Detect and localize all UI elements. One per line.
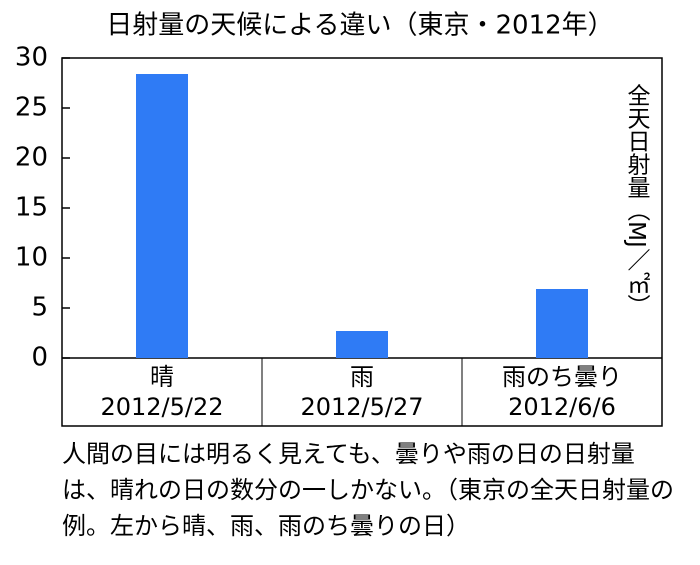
y-axis-label: 全天日射量（MJ／㎡）	[623, 83, 651, 317]
bar	[336, 331, 388, 358]
y-tick-label: 25	[15, 93, 48, 123]
y-tick-label: 10	[15, 243, 48, 273]
bar	[536, 289, 588, 358]
caption: 人間の目には明るく見えても、曇りや雨の日の日射量は、晴れの日の数分の一しかない。…	[62, 440, 674, 540]
x-tick-label: 雨のち曇り	[502, 363, 622, 391]
x-tick-label: 雨	[350, 363, 374, 391]
y-tick-label: 30	[15, 43, 48, 73]
x-tick-date: 2012/5/22	[100, 393, 223, 421]
plot-frame	[61, 57, 663, 427]
chart-title: 日射量の天候による違い（東京・2012年）	[106, 11, 613, 41]
y-tick-label: 5	[31, 293, 48, 323]
chart: 日射量の天候による違い（東京・2012年） 全天日射量（MJ／㎡） 0 5 10 15…	[15, 11, 663, 427]
y-tick-label: 20	[15, 143, 48, 173]
y-tick-label: 0	[31, 343, 48, 373]
x-tick-date: 2012/6/6	[508, 393, 616, 421]
y-tick-label: 15	[15, 193, 48, 223]
bar	[136, 74, 188, 358]
x-tick-label: 晴	[150, 363, 174, 391]
x-tick-date: 2012/5/27	[300, 393, 423, 421]
